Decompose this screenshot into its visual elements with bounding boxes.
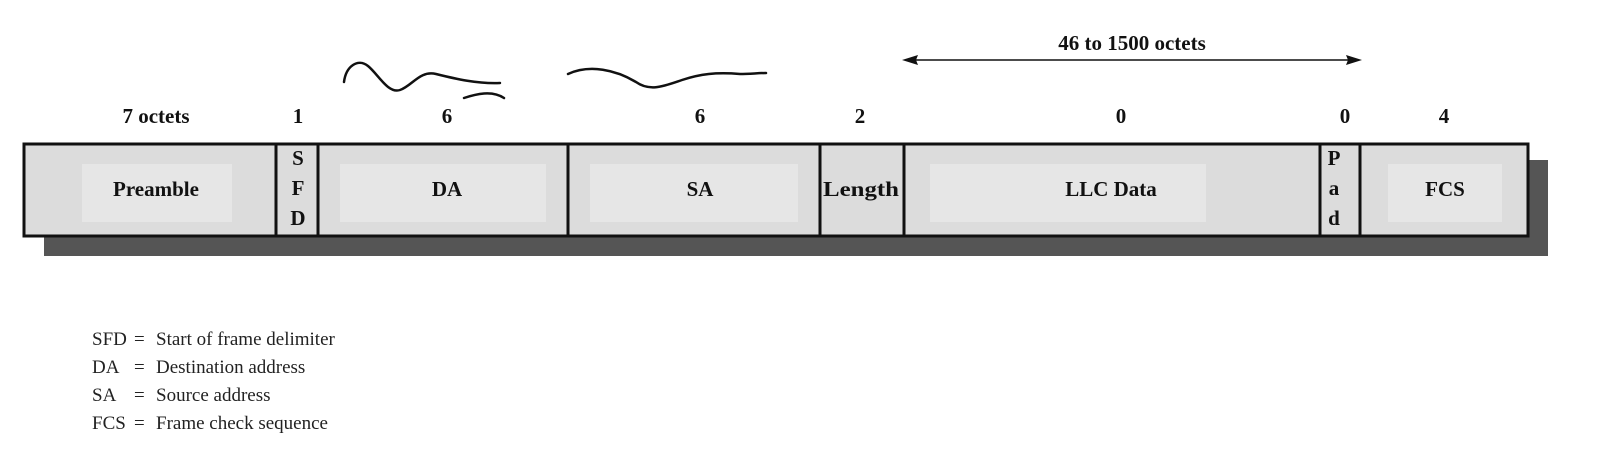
legend-equals: = bbox=[134, 329, 145, 350]
legend: SFD = Start of frame delimiter DA = Dest… bbox=[92, 326, 335, 438]
octets-fcs: 4 bbox=[1439, 104, 1450, 128]
legend-definition: Start of frame delimiter bbox=[156, 329, 335, 350]
field-label-pad-d: d bbox=[1328, 206, 1340, 230]
legend-abbr: SFD bbox=[92, 329, 127, 350]
legend-definition: Destination address bbox=[156, 357, 306, 378]
legend-abbr: FCS bbox=[92, 413, 126, 434]
field-length: 2 Length bbox=[818, 104, 906, 238]
octets-sa: 6 bbox=[695, 104, 706, 128]
legend-abbr: DA bbox=[92, 357, 120, 378]
field-fcs: 4 FCS bbox=[1358, 104, 1530, 238]
field-da: 6 DA bbox=[316, 104, 570, 238]
handwritten-scribble-da bbox=[342, 61, 506, 100]
field-label-length: Length bbox=[823, 177, 899, 201]
legend-row-fcs: FCS = Frame check sequence bbox=[92, 410, 335, 438]
octets-length: 2 bbox=[855, 104, 866, 128]
field-preamble: 7 octets Preamble bbox=[22, 104, 278, 238]
field-label-sfd-d: D bbox=[290, 206, 305, 230]
field-label-sa: SA bbox=[687, 177, 715, 201]
data-span-arrow: 46 to 1500 octets bbox=[902, 31, 1362, 65]
field-label-da: DA bbox=[432, 177, 463, 201]
legend-row-sfd: SFD = Start of frame delimiter bbox=[92, 326, 335, 354]
field-pad: 0 P a d bbox=[1318, 104, 1362, 238]
field-sfd: 1 S F D bbox=[274, 104, 320, 238]
field-label-pad-a: a bbox=[1329, 176, 1340, 200]
field-sa: 6 SA bbox=[566, 104, 822, 238]
legend-definition: Source address bbox=[156, 385, 271, 406]
field-label-pad-p: P bbox=[1328, 146, 1341, 170]
legend-row-sa: SA = Source address bbox=[92, 382, 335, 410]
legend-equals: = bbox=[134, 385, 145, 406]
legend-equals: = bbox=[134, 413, 145, 434]
octets-pad: 0 bbox=[1340, 104, 1351, 128]
field-label-sfd-s: S bbox=[292, 146, 304, 170]
field-label-llc-data: LLC Data bbox=[1065, 177, 1157, 201]
legend-row-da: DA = Destination address bbox=[92, 354, 335, 382]
field-label-sfd-f: F bbox=[292, 176, 305, 200]
octets-preamble: 7 octets bbox=[122, 104, 189, 128]
handwritten-scribble-sa bbox=[566, 67, 768, 89]
data-span-label: 46 to 1500 octets bbox=[1058, 31, 1206, 55]
legend-abbr: SA bbox=[92, 385, 117, 406]
octets-sfd: 1 bbox=[293, 104, 304, 128]
octets-da: 6 bbox=[442, 104, 453, 128]
frame-fields: 7 octets Preamble 1 S F D 6 DA 6 SA 2 bbox=[22, 104, 1530, 238]
octets-llc-data: 0 bbox=[1116, 104, 1127, 128]
field-llc-data: 0 LLC Data bbox=[902, 104, 1322, 238]
legend-equals: = bbox=[134, 357, 145, 378]
field-label-preamble: Preamble bbox=[113, 177, 199, 201]
legend-definition: Frame check sequence bbox=[156, 413, 328, 434]
field-label-fcs: FCS bbox=[1425, 177, 1465, 201]
